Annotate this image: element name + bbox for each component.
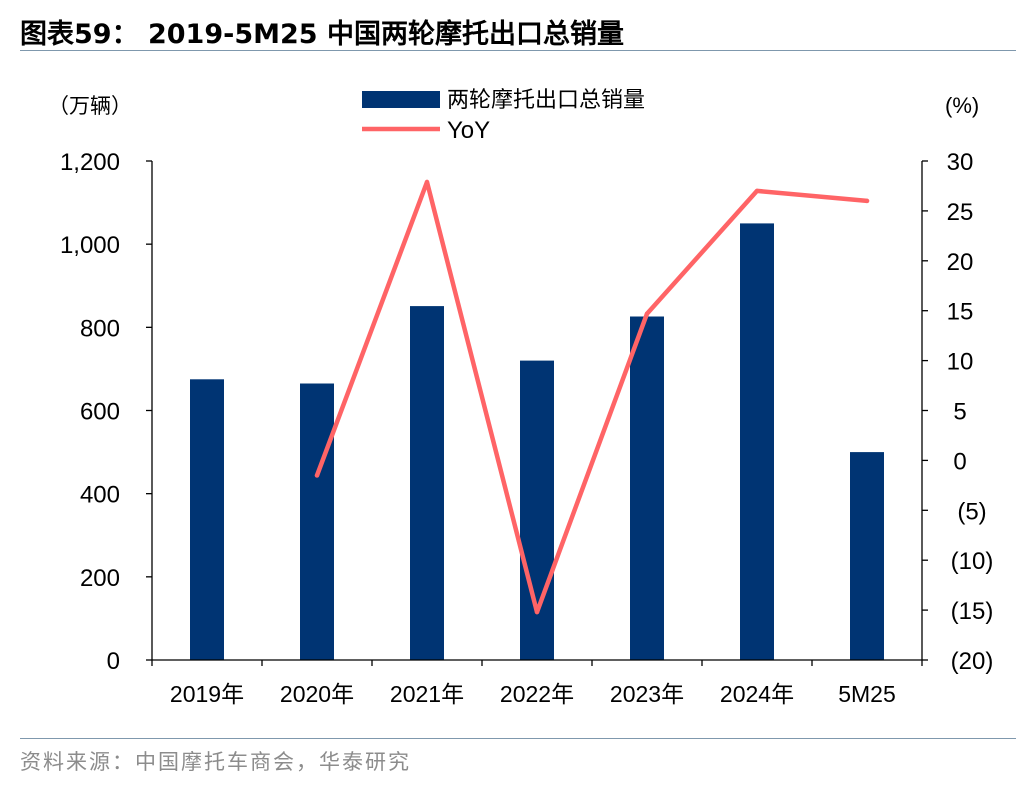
left-tick-label-2: 400 — [80, 482, 120, 509]
legend-bar-label: 两轮摩托出口总销量 — [447, 87, 645, 112]
footer-divider — [20, 738, 1016, 739]
bar-0 — [190, 379, 224, 660]
left-axis-unit: （万辆） — [48, 95, 132, 118]
bar-1 — [300, 383, 334, 660]
legend-bar-swatch — [362, 91, 440, 108]
right-tick-label-9: 25 — [947, 199, 974, 226]
x-tick-label-2: 2021年 — [390, 681, 464, 707]
right-tick-label-3: (5) — [957, 498, 986, 525]
yoy-point-1 — [314, 473, 320, 478]
right-tick-label-0: (20) — [951, 648, 994, 675]
bar-3 — [520, 360, 554, 660]
right-tick-label-2: (10) — [951, 548, 994, 575]
title-divider — [20, 50, 1016, 51]
right-tick-label-4: 0 — [953, 448, 966, 475]
left-tick-label-1: 200 — [80, 565, 120, 592]
left-tick-label-3: 600 — [80, 399, 120, 426]
yoy-point-4 — [644, 311, 650, 316]
left-tick-label-0: 0 — [107, 648, 120, 675]
left-tick-label-5: 1,000 — [60, 232, 120, 259]
legend: 两轮摩托出口总销量 YoY — [362, 87, 645, 144]
yoy-point-6 — [864, 198, 870, 204]
bar-6 — [850, 452, 884, 660]
yoy-point-3 — [534, 609, 540, 615]
left-tick-label-6: 1,200 — [60, 149, 120, 176]
x-tick-label-5: 2024年 — [720, 681, 794, 707]
right-tick-label-10: 30 — [947, 149, 974, 176]
right-tick-label-1: (15) — [951, 598, 994, 625]
yoy-point-2 — [424, 179, 430, 185]
x-tick-label-6: 5M25 — [838, 681, 896, 707]
legend-line-label: YoY — [447, 117, 490, 144]
chart-title: 图表59： 2019-5M25 中国两轮摩托出口总销量 — [20, 19, 624, 50]
right-tick-label-6: 10 — [947, 349, 974, 376]
right-tick-label-7: 15 — [947, 299, 974, 326]
x-tick-label-1: 2020年 — [280, 681, 354, 707]
x-tick-label-4: 2023年 — [610, 681, 684, 707]
bar-5 — [740, 223, 774, 660]
right-tick-label-5: 5 — [953, 399, 966, 426]
source-note: 资料来源：中国摩托车商会，华泰研究 — [20, 750, 411, 774]
bar-series — [190, 223, 884, 660]
yoy-point-5 — [754, 188, 760, 194]
yoy-series — [314, 179, 870, 615]
x-tick-label-3: 2022年 — [500, 681, 574, 707]
bar-4 — [630, 316, 664, 660]
bar-2 — [410, 306, 444, 660]
right-axis-unit: (%) — [945, 93, 979, 118]
right-tick-label-8: 20 — [947, 249, 974, 276]
x-tick-label-0: 2019年 — [170, 681, 244, 707]
left-tick-label-4: 800 — [80, 315, 120, 342]
axes: 0 200 400 600 800 1,000 1,200 (20) (15) (10) (5) 0 5… — [60, 149, 993, 707]
yoy-line — [314, 179, 870, 615]
